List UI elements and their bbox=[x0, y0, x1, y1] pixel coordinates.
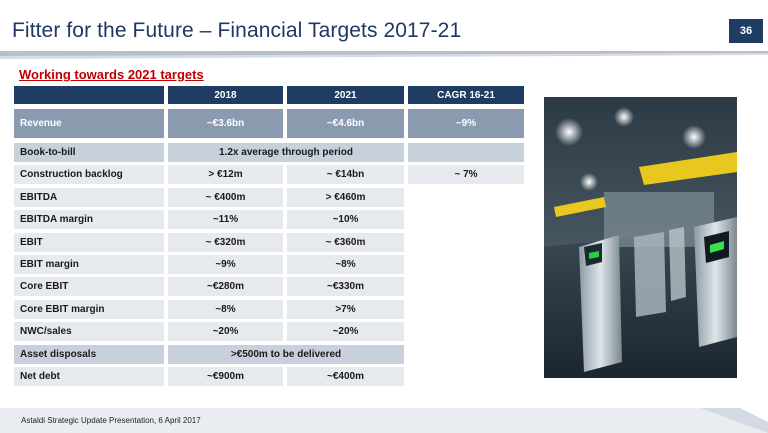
construction-backlog-cagr: ~ 7% bbox=[408, 165, 524, 184]
ebitda-2018: ~ €400m bbox=[168, 188, 283, 207]
row-label-ebitda: EBITDA bbox=[14, 188, 164, 207]
row-label-core-ebit-margin: Core EBIT margin bbox=[14, 300, 164, 319]
table-header-2018: 2018 bbox=[168, 86, 283, 104]
core-ebit-2018: ~€280m bbox=[168, 277, 283, 296]
nwc-sales-2021: ~20% bbox=[287, 322, 404, 341]
ebitda-margin-2018: ~11% bbox=[168, 210, 283, 229]
book-to-bill-cagr bbox=[408, 143, 524, 162]
table-header-2021: 2021 bbox=[287, 86, 404, 104]
ebitda-margin-2021: ~10% bbox=[287, 210, 404, 229]
revenue-2018: ~€3.6bn bbox=[168, 109, 283, 138]
core-ebit-margin-2018: ~8% bbox=[168, 300, 283, 319]
ebit-margin-2018: ~9% bbox=[168, 255, 283, 274]
slide-title: Fitter for the Future – Financial Target… bbox=[12, 19, 462, 42]
ebit-2018: ~ €320m bbox=[168, 233, 283, 252]
ebit-margin-2021: ~8% bbox=[287, 255, 404, 274]
row-label-asset-disposals: Asset disposals bbox=[14, 345, 164, 364]
table-header-blank bbox=[14, 86, 164, 104]
row-label-ebitda-margin: EBITDA margin bbox=[14, 210, 164, 229]
row-label-net-debt: Net debt bbox=[14, 367, 164, 386]
header-swoosh-band bbox=[0, 51, 768, 59]
metro-turnstile-photo bbox=[544, 97, 737, 378]
page-number-badge: 36 bbox=[729, 19, 763, 43]
net-debt-2018: ~€900m bbox=[168, 367, 283, 386]
row-label-core-ebit: Core EBIT bbox=[14, 277, 164, 296]
construction-backlog-2021: ~ €14bn bbox=[287, 165, 404, 184]
revenue-cagr: ~9% bbox=[408, 109, 524, 138]
core-ebit-margin-2021: >7% bbox=[287, 300, 404, 319]
row-label-ebit: EBIT bbox=[14, 233, 164, 252]
nwc-sales-2018: ~20% bbox=[168, 322, 283, 341]
core-ebit-2021: ~€330m bbox=[287, 277, 404, 296]
net-debt-2021: ~€400m bbox=[287, 367, 404, 386]
revenue-2021: ~€4.6bn bbox=[287, 109, 404, 138]
asset-disposals-merged: >€500m to be delivered bbox=[168, 345, 404, 364]
section-subtitle: Working towards 2021 targets bbox=[19, 67, 204, 82]
row-label-construction-backlog: Construction backlog bbox=[14, 165, 164, 184]
ebitda-2021: > €460m bbox=[287, 188, 404, 207]
ebit-2021: ~ €360m bbox=[287, 233, 404, 252]
row-label-book-to-bill: Book-to-bill bbox=[14, 143, 164, 162]
table-header-cagr: CAGR 16-21 bbox=[408, 86, 524, 104]
footer-swoosh-band bbox=[0, 408, 768, 433]
row-label-revenue: Revenue bbox=[14, 109, 164, 138]
construction-backlog-2018: > €12m bbox=[168, 165, 283, 184]
footer-text: Astaldi Strategic Update Presentation, 6… bbox=[21, 416, 201, 425]
row-label-nwc-sales: NWC/sales bbox=[14, 322, 164, 341]
row-label-ebit-margin: EBIT margin bbox=[14, 255, 164, 274]
book-to-bill-merged: 1.2x average through period bbox=[168, 143, 404, 162]
